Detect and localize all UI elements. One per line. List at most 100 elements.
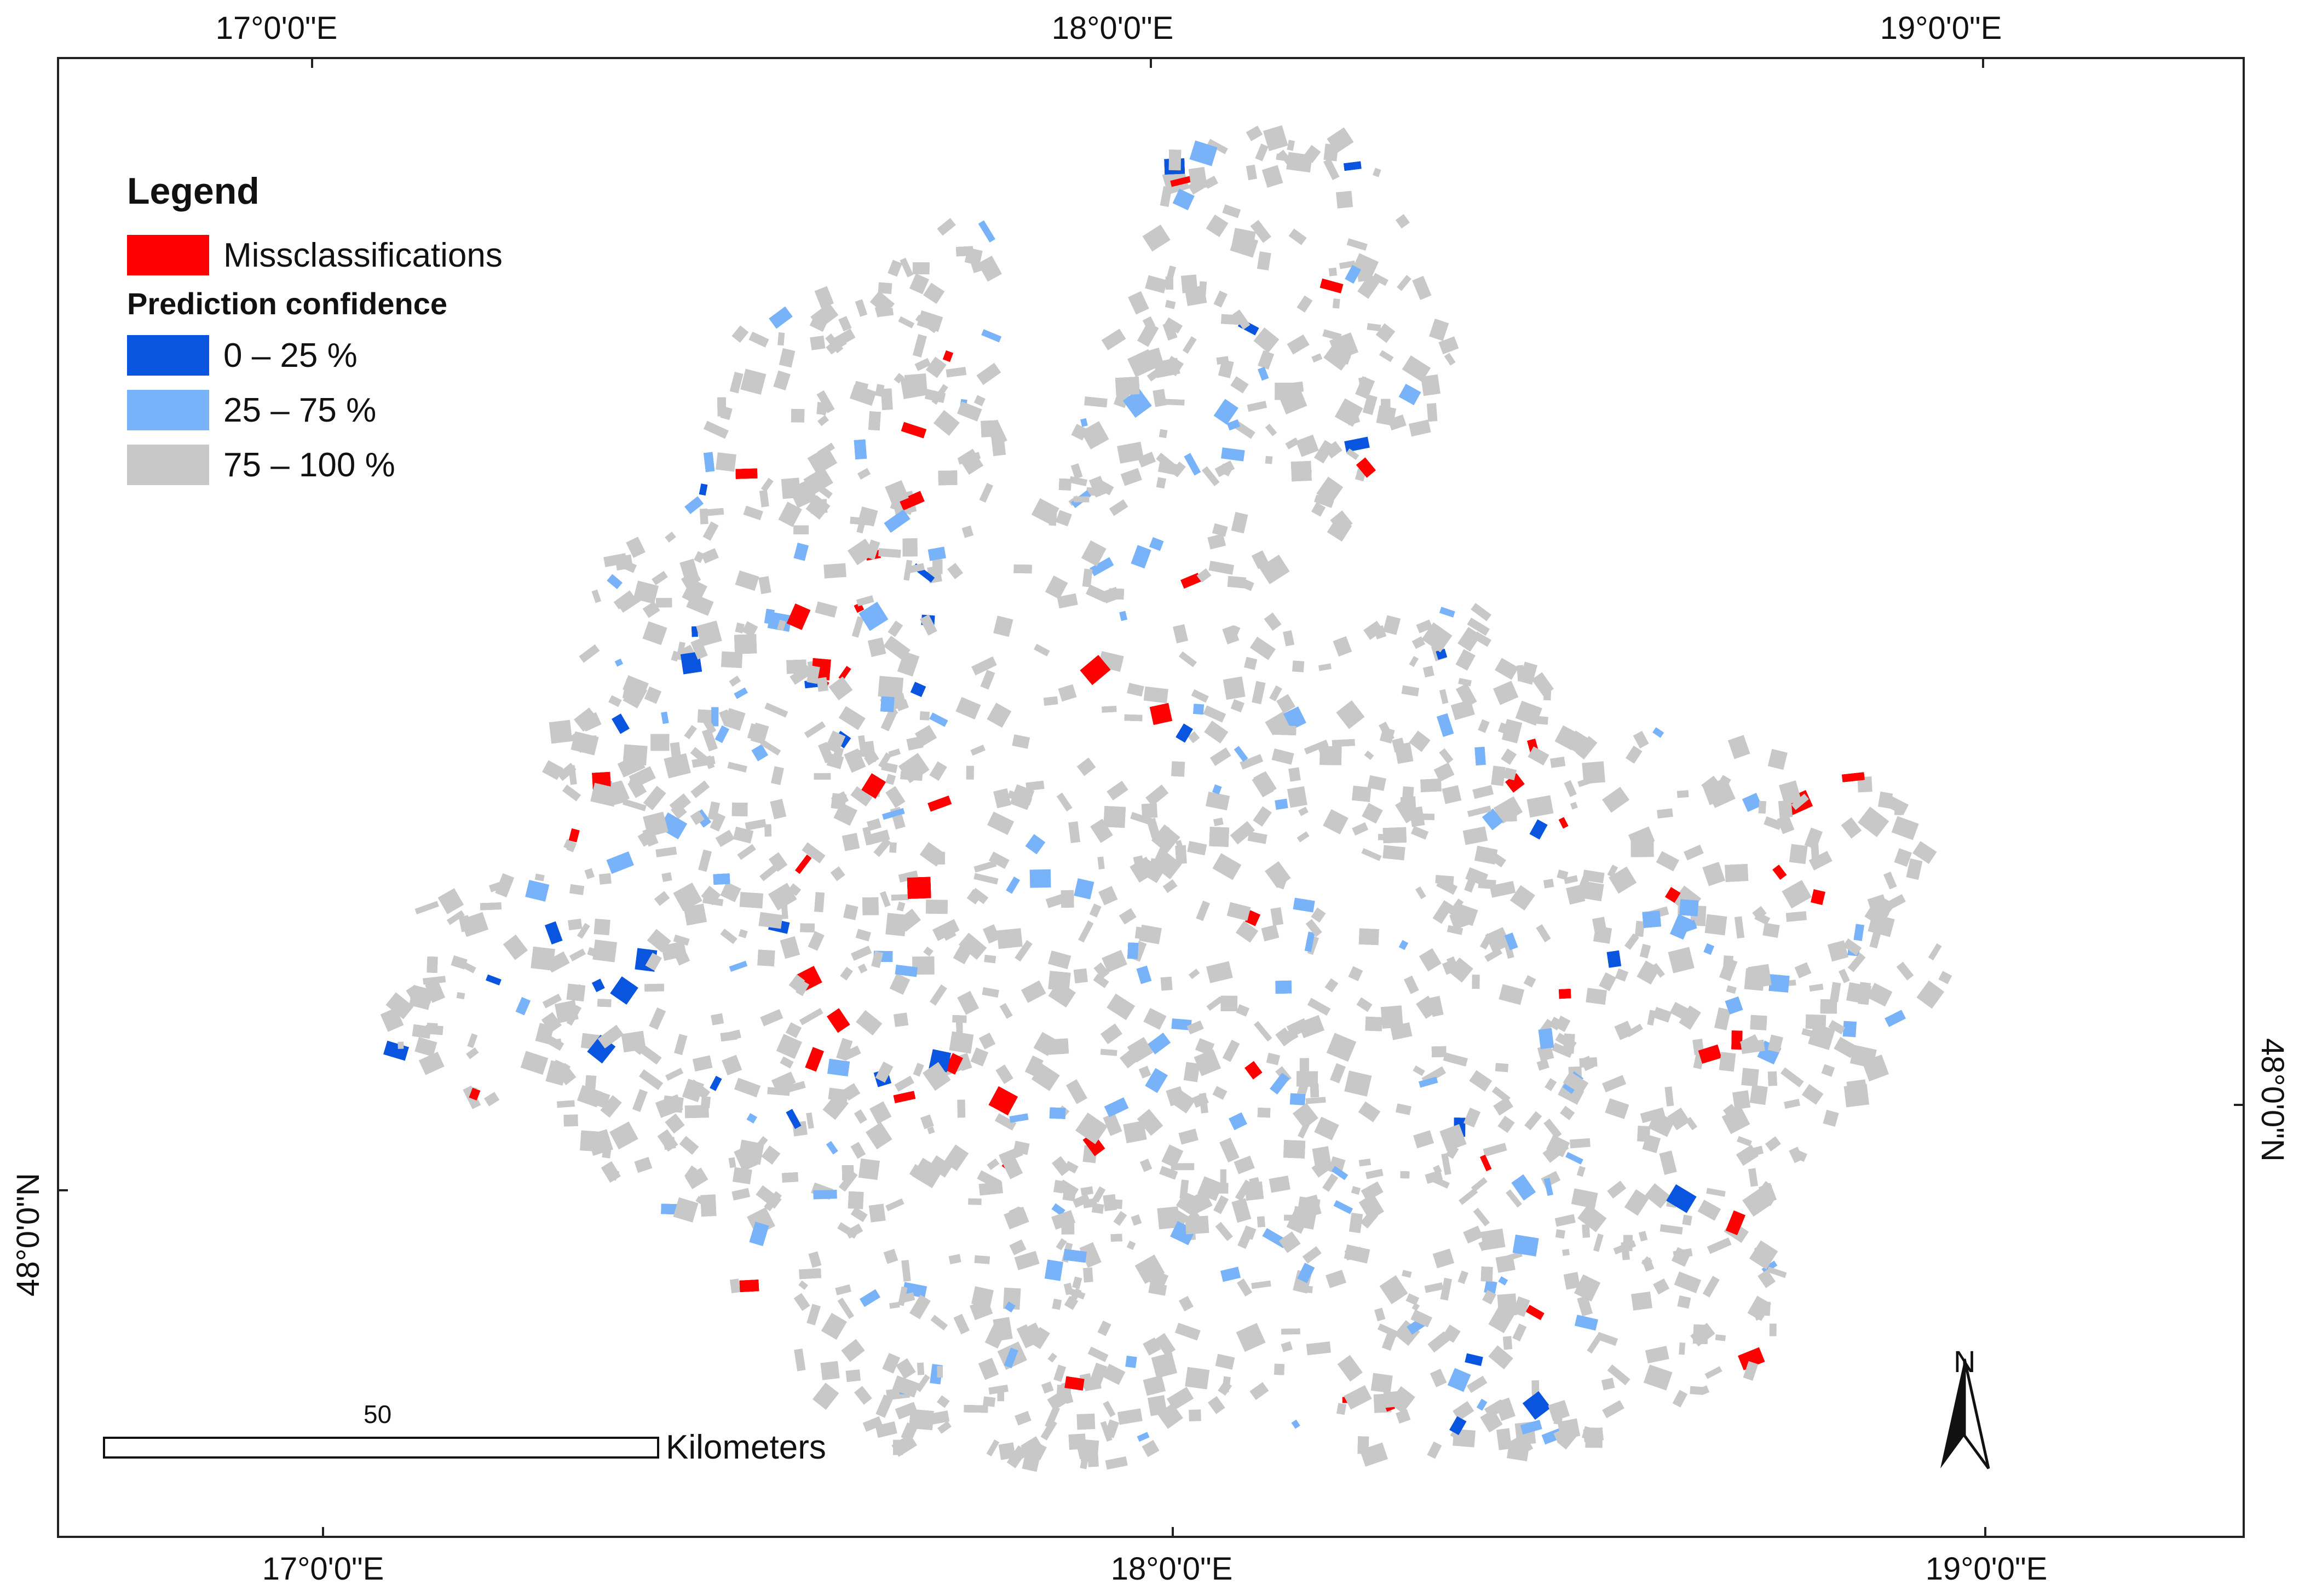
field-parcel	[1444, 353, 1456, 366]
field-parcel	[1488, 1345, 1513, 1369]
field-parcel	[1734, 916, 1745, 939]
field-parcel	[1373, 625, 1386, 639]
field-parcel	[734, 634, 757, 654]
field-parcel	[1097, 1321, 1111, 1336]
field-parcel	[1285, 437, 1299, 450]
field-parcel	[929, 1155, 953, 1178]
field-parcel	[855, 929, 871, 942]
field-parcel	[895, 1402, 918, 1420]
field-parcel	[1092, 1186, 1106, 1203]
field-parcel	[674, 1034, 688, 1055]
field-parcel	[1173, 624, 1188, 643]
field-parcel	[1564, 875, 1578, 884]
field-parcel	[1834, 1037, 1857, 1058]
field-parcel	[704, 420, 729, 439]
field-parcel	[1143, 1375, 1166, 1396]
field-parcel	[1628, 826, 1655, 850]
field-parcel	[1850, 1045, 1877, 1068]
field-parcel	[1363, 621, 1384, 640]
field-parcel	[1333, 636, 1352, 657]
field-parcel	[1361, 848, 1382, 861]
field-parcel	[1821, 1064, 1835, 1077]
field-parcel	[1170, 175, 1195, 187]
field-parcel	[1240, 754, 1264, 770]
field-parcel	[813, 1190, 837, 1200]
field-parcel	[1219, 463, 1233, 476]
field-parcel	[1599, 972, 1617, 992]
field-parcel	[1184, 453, 1201, 476]
field-parcel	[925, 900, 948, 914]
field-parcel	[1230, 699, 1244, 712]
field-parcel	[1519, 661, 1537, 685]
field-parcel	[958, 932, 987, 960]
field-parcel	[1125, 1355, 1137, 1368]
field-parcel	[1056, 792, 1073, 812]
field-parcel	[827, 1058, 850, 1076]
field-parcel	[731, 1188, 751, 1201]
field-parcel	[1249, 1177, 1260, 1189]
field-parcel	[957, 1099, 966, 1118]
field-parcel	[614, 554, 633, 571]
field-parcel	[659, 812, 688, 839]
field-parcel	[1093, 973, 1109, 988]
field-parcel	[1858, 806, 1889, 837]
field-parcel	[733, 1167, 752, 1184]
field-parcel	[1080, 1459, 1088, 1470]
field-parcel	[1702, 862, 1725, 886]
field-parcel	[1142, 1440, 1160, 1457]
field-parcel	[1164, 317, 1183, 333]
field-parcel	[1314, 440, 1334, 464]
field-parcel	[1346, 448, 1359, 460]
field-parcel	[856, 595, 874, 607]
field-parcel	[1235, 1179, 1252, 1201]
field-parcel	[764, 824, 772, 837]
field-parcel	[760, 1009, 783, 1027]
field-parcel	[788, 974, 805, 992]
field-parcel	[1432, 900, 1453, 924]
field-parcel	[1349, 1212, 1363, 1234]
field-parcel	[1220, 1169, 1226, 1184]
field-parcel	[952, 1015, 967, 1023]
field-parcel	[1437, 713, 1454, 737]
field-parcel	[1258, 350, 1275, 370]
field-parcel	[1726, 985, 1737, 994]
field-parcel	[1466, 1375, 1488, 1393]
field-parcel	[885, 774, 896, 785]
field-parcel	[880, 388, 893, 410]
field-parcel	[817, 442, 835, 457]
field-parcel	[1732, 1090, 1751, 1110]
field-parcel	[862, 1416, 883, 1432]
field-parcel	[1410, 826, 1429, 840]
field-parcel	[1381, 1332, 1396, 1351]
field-parcel	[771, 1071, 796, 1092]
field-parcel	[1234, 746, 1248, 762]
field-parcel	[764, 1191, 782, 1212]
field-parcel	[901, 422, 927, 439]
field-parcel	[1040, 1419, 1057, 1441]
field-parcel	[1336, 1403, 1346, 1415]
field-parcel	[842, 833, 860, 851]
field-parcel	[700, 1096, 711, 1108]
field-parcel	[1265, 424, 1277, 436]
field-parcel	[1425, 1170, 1443, 1184]
field-parcel	[1167, 1387, 1194, 1411]
field-parcel	[1311, 907, 1326, 923]
field-parcel	[903, 560, 913, 581]
field-parcel	[1143, 1337, 1161, 1356]
field-parcel	[968, 1198, 982, 1205]
field-parcel	[1065, 1288, 1082, 1309]
field-parcel	[1098, 886, 1118, 906]
field-parcel	[587, 947, 599, 958]
field-parcel	[800, 923, 815, 932]
field-parcel	[1536, 1059, 1549, 1071]
field-parcel	[1156, 477, 1166, 489]
field-parcel	[982, 987, 999, 998]
field-parcel	[1719, 958, 1738, 982]
field-parcel	[855, 749, 869, 758]
field-parcel	[423, 976, 446, 985]
field-parcel	[909, 273, 929, 295]
field-parcel	[1420, 778, 1442, 792]
field-parcel	[1557, 1426, 1580, 1450]
field-parcel	[1322, 1173, 1338, 1192]
field-parcel	[1064, 1161, 1079, 1174]
